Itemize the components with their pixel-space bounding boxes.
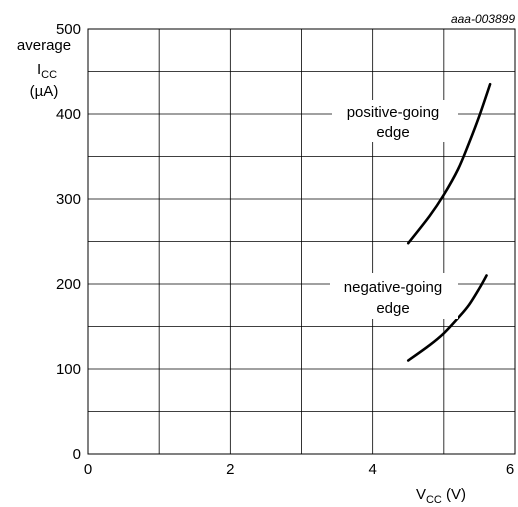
positive-going-edge-curve <box>406 82 492 245</box>
plot-frame <box>87 28 516 455</box>
y-axis-label-sub: CC <box>41 69 57 81</box>
y-axis-label-main: I <box>37 61 41 78</box>
annotation-negative-line2: edge <box>376 300 409 317</box>
x-tick-label: 6 <box>506 461 514 478</box>
x-axis-label: VCC (V) <box>416 486 466 506</box>
negative-going-edge-curve <box>406 274 488 362</box>
y-tick-label: 0 <box>73 446 81 463</box>
y-axis-label-quantity: ICC <box>37 61 57 81</box>
x-axis-label-sub: CC <box>426 494 442 506</box>
y-tick-label: 300 <box>56 191 81 208</box>
y-axis-label-line1: average <box>17 37 71 54</box>
annotation-negative-line1: negative-going <box>344 279 442 296</box>
y-tick-label: 200 <box>56 276 81 293</box>
y-tick-labels: 0 100 200 300 400 500 <box>56 21 81 463</box>
y-tick-label: 100 <box>56 361 81 378</box>
figure-reference: aaa-003899 <box>451 12 515 26</box>
y-axis-label-unit: (µA) <box>30 83 59 100</box>
annotation-positive-line2: edge <box>376 124 409 141</box>
x-tick-label: 4 <box>368 461 376 478</box>
annotation-positive-line1: positive-going <box>347 104 440 121</box>
x-tick-labels: 0 2 4 6 <box>84 461 514 478</box>
x-axis-label-unit: (V) <box>442 486 466 503</box>
x-axis-label-main: V <box>416 486 426 503</box>
annotation-positive-background <box>332 100 458 142</box>
x-tick-label: 2 <box>226 461 234 478</box>
grid <box>88 29 515 454</box>
x-tick-label: 0 <box>84 461 92 478</box>
y-tick-label: 400 <box>56 106 81 123</box>
curves <box>406 82 492 362</box>
annotation-negative-background <box>330 273 458 319</box>
y-tick-label: 500 <box>56 21 81 38</box>
